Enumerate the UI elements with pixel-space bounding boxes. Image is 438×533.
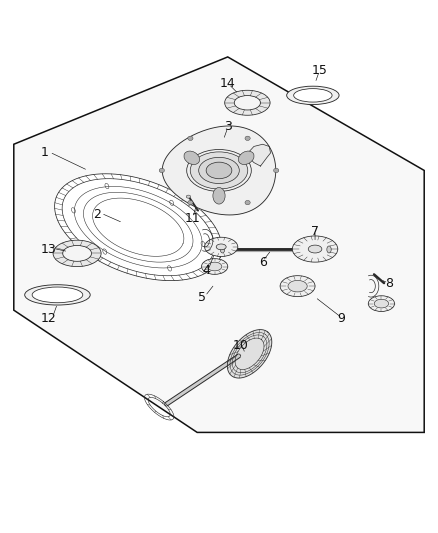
Ellipse shape bbox=[293, 88, 332, 102]
Ellipse shape bbox=[288, 280, 307, 292]
Ellipse shape bbox=[32, 287, 83, 303]
Ellipse shape bbox=[220, 246, 225, 253]
Ellipse shape bbox=[374, 300, 389, 308]
Text: 10: 10 bbox=[233, 338, 249, 352]
Ellipse shape bbox=[308, 245, 322, 253]
Ellipse shape bbox=[225, 90, 270, 115]
Ellipse shape bbox=[280, 276, 315, 297]
Ellipse shape bbox=[292, 236, 338, 262]
Text: 7: 7 bbox=[311, 225, 319, 238]
Ellipse shape bbox=[206, 162, 232, 179]
Polygon shape bbox=[249, 144, 271, 166]
Ellipse shape bbox=[213, 188, 225, 204]
Ellipse shape bbox=[208, 262, 222, 271]
Polygon shape bbox=[227, 329, 272, 378]
Text: 2: 2 bbox=[93, 208, 101, 221]
Ellipse shape bbox=[194, 154, 244, 187]
Text: 8: 8 bbox=[385, 278, 393, 290]
Ellipse shape bbox=[199, 157, 239, 183]
Text: 9: 9 bbox=[337, 312, 345, 325]
Polygon shape bbox=[55, 174, 222, 281]
Ellipse shape bbox=[188, 200, 193, 205]
Ellipse shape bbox=[287, 86, 339, 104]
Ellipse shape bbox=[245, 200, 250, 205]
Text: 3: 3 bbox=[224, 120, 232, 133]
Ellipse shape bbox=[190, 152, 248, 189]
Text: 5: 5 bbox=[198, 290, 205, 304]
Ellipse shape bbox=[63, 246, 92, 261]
Ellipse shape bbox=[184, 151, 200, 165]
Ellipse shape bbox=[234, 95, 261, 110]
Polygon shape bbox=[162, 126, 276, 215]
Text: 14: 14 bbox=[220, 77, 236, 90]
Ellipse shape bbox=[274, 168, 279, 173]
Ellipse shape bbox=[327, 246, 331, 253]
Ellipse shape bbox=[216, 244, 226, 250]
Ellipse shape bbox=[188, 136, 193, 141]
Ellipse shape bbox=[25, 285, 90, 305]
Text: 15: 15 bbox=[311, 63, 327, 77]
Text: 13: 13 bbox=[41, 243, 57, 255]
Ellipse shape bbox=[368, 296, 395, 311]
Ellipse shape bbox=[159, 168, 164, 173]
Text: 1: 1 bbox=[40, 147, 48, 159]
Ellipse shape bbox=[201, 259, 228, 274]
Text: 4: 4 bbox=[202, 264, 210, 277]
Ellipse shape bbox=[205, 237, 238, 256]
Ellipse shape bbox=[53, 240, 101, 266]
Ellipse shape bbox=[245, 136, 250, 141]
Text: 12: 12 bbox=[41, 312, 57, 325]
Ellipse shape bbox=[186, 195, 191, 198]
Text: 6: 6 bbox=[259, 256, 267, 269]
Text: 11: 11 bbox=[185, 212, 201, 225]
Ellipse shape bbox=[238, 151, 254, 165]
Polygon shape bbox=[14, 57, 424, 432]
